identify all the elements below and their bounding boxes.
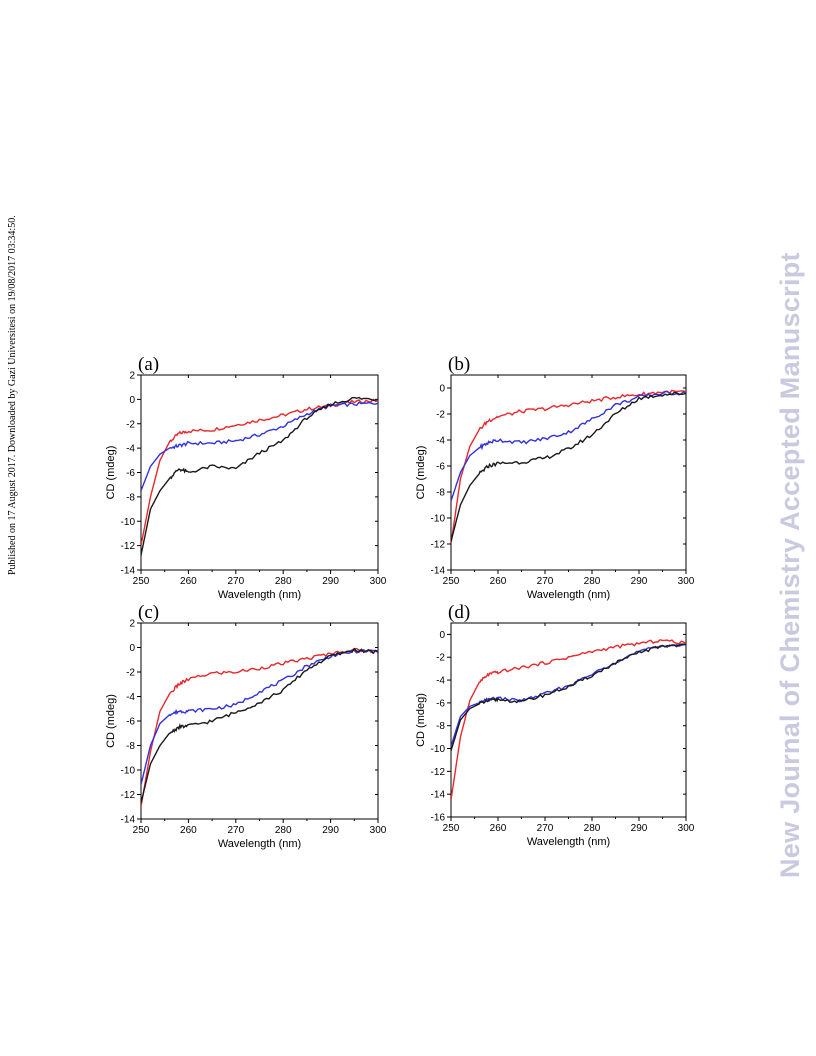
x-axis-label-a: Wavelength (nm) [218,589,301,601]
y-tick-label-d-2: -4 [436,676,445,687]
x-axis-label-b: Wavelength (nm) [527,589,610,601]
series-line-d-black [451,643,686,751]
series-line-b-blue [451,390,686,502]
x-tick-label-a-0: 250 [133,576,150,587]
panel-label-b: (b) [448,354,470,375]
y-tick-label-c-7: -12 [121,790,136,801]
x-tick-label-b-3: 280 [584,576,601,587]
y-tick-label-b-4: -8 [436,488,445,499]
y-tick-label-d-0: 0 [439,630,445,641]
y-tick-label-b-1: -2 [436,410,445,421]
x-tick-label-a-5: 300 [370,576,387,587]
y-axis-label-d: CD (mdeg) [415,693,427,747]
y-tick-label-a-4: -6 [126,468,135,479]
y-tick-label-a-2: -2 [126,419,135,430]
y-tick-label-d-6: -12 [431,767,446,778]
chart-panel-c: (c) 250 260 270 280 290 300 2 0 -2 -4 -6 -8 -10 -12 -14… [105,602,387,850]
chart-panel-d: (d) 250 260 270 280 290 300 0 -2 -4 -6 -8 -10 -12 -14 -… [415,602,695,848]
series-line-c-black [141,647,378,804]
series-line-b-black [451,391,686,542]
chart-panel-b: (b) 250 260 270 280 290 300 0 -2 -4 -6 -8 -10 -12 -14 W… [415,354,695,601]
panel-label-d: (d) [448,602,470,623]
y-axis-label-b: CD (mdeg) [415,446,427,500]
y-tick-label-b-0: 0 [439,384,445,395]
y-tick-label-a-5: -8 [126,492,135,503]
y-tick-label-b-2: -4 [436,436,445,447]
y-tick-label-c-6: -10 [121,766,136,777]
x-tick-label-c-4: 290 [322,825,339,836]
x-tick-label-a-1: 260 [180,576,197,587]
x-tick-label-b-0: 250 [443,576,460,587]
x-axis-label-d: Wavelength (nm) [527,836,610,848]
x-tick-label-c-3: 280 [275,825,292,836]
x-tick-label-b-2: 270 [537,576,554,587]
y-tick-label-c-4: -6 [126,717,135,728]
panel-label-c: (c) [138,602,159,623]
x-tick-label-a-2: 270 [227,576,244,587]
series-line-a-black [141,396,378,556]
y-tick-label-b-6: -12 [431,540,446,551]
y-tick-label-c-0: 2 [129,619,135,630]
y-axis-label-a: CD (mdeg) [105,446,117,500]
y-tick-label-d-5: -10 [431,744,446,755]
y-tick-label-a-0: 2 [129,371,135,382]
x-tick-label-a-3: 280 [275,576,292,587]
x-axis-label-c: Wavelength (nm) [218,838,301,850]
x-tick-label-d-3: 280 [584,823,601,834]
y-tick-label-b-5: -10 [431,514,446,525]
plot-frame-b [450,374,687,571]
series-line-c-red [141,647,378,807]
y-tick-label-c-1: 0 [129,643,135,654]
y-tick-label-d-1: -2 [436,653,445,664]
y-tick-label-a-1: 0 [129,395,135,406]
y-tick-label-a-3: -4 [126,444,135,455]
series-line-d-red [451,639,686,800]
panel-label-a: (a) [138,354,159,375]
y-tick-label-b-3: -6 [436,462,445,473]
x-tick-label-d-5: 300 [678,823,695,834]
y-tick-label-a-7: -12 [121,541,136,552]
x-tick-label-b-4: 290 [631,576,648,587]
x-tick-label-c-5: 300 [370,825,387,836]
x-tick-label-d-4: 290 [631,823,648,834]
series-line-a-blue [141,401,378,492]
x-tick-label-c-1: 260 [180,825,197,836]
x-tick-label-c-0: 250 [133,825,150,836]
series-line-d-blue [451,644,686,747]
y-tick-label-d-3: -6 [436,698,445,709]
y-tick-label-c-5: -8 [126,741,135,752]
y-tick-label-d-7: -14 [431,790,446,801]
y-tick-label-b-7: -14 [431,566,446,577]
y-tick-label-c-3: -4 [126,692,135,703]
y-tick-label-d-8: -16 [431,813,446,824]
x-tick-label-d-0: 250 [443,823,460,834]
y-tick-label-c-8: -14 [121,815,136,826]
y-tick-label-c-2: -2 [126,668,135,679]
series-line-a-red [141,398,378,546]
y-axis-label-c: CD (mdeg) [105,694,117,748]
x-tick-label-a-4: 290 [322,576,339,587]
plot-frame-d [450,622,687,818]
y-tick-label-a-6: -10 [121,517,136,528]
chart-panel-a: (a) 250 260 270 280 290 300 2 0 -2 -4 -6 -8 -10 -12 -14… [105,354,387,601]
x-tick-label-b-5: 300 [678,576,695,587]
y-tick-label-d-4: -8 [436,721,445,732]
x-tick-label-c-2: 270 [227,825,244,836]
x-tick-label-b-1: 260 [490,576,507,587]
y-tick-label-a-8: -14 [121,566,136,577]
series-line-b-red [451,389,686,545]
x-tick-label-d-2: 270 [537,823,554,834]
x-tick-label-d-1: 260 [490,823,507,834]
